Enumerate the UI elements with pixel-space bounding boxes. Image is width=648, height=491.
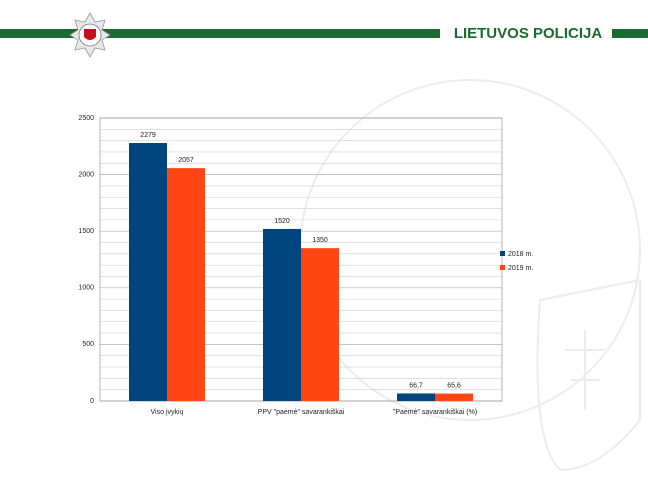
data-label: 1350	[312, 237, 328, 244]
y-tick-label: 2500	[78, 115, 94, 122]
bar	[129, 143, 167, 401]
data-label: 1520	[274, 218, 290, 225]
y-tick-label: 0	[90, 398, 94, 405]
y-tick-label: 1000	[78, 285, 94, 292]
data-label: 2279	[140, 132, 156, 139]
legend-label: 2018 m.	[508, 251, 533, 258]
data-label: 66,7	[409, 382, 423, 389]
bar	[301, 248, 339, 401]
header-title: LIETUVOS POLICIJA	[454, 25, 603, 42]
legend-swatch	[500, 251, 505, 256]
police-badge	[69, 12, 111, 58]
bar	[397, 393, 435, 401]
bar	[263, 228, 301, 401]
bar	[435, 393, 473, 401]
y-tick-label: 500	[82, 341, 94, 348]
data-label: 65,6	[447, 382, 461, 389]
legend-swatch	[500, 265, 505, 270]
data-label: 2057	[178, 157, 194, 164]
header-stripe	[612, 29, 648, 38]
y-tick-label: 1500	[78, 228, 94, 235]
legend-label: 2019 m.	[508, 265, 533, 272]
x-tick-label: Viso įvykių	[151, 409, 184, 416]
x-tick-label: PPV "paėmė" savarankiškai	[258, 409, 345, 416]
bar	[167, 168, 205, 401]
y-tick-label: 2000	[78, 171, 94, 178]
x-tick-label: "Paėmė" savarankiškai (%)	[393, 409, 477, 416]
header-stripe	[0, 29, 440, 38]
